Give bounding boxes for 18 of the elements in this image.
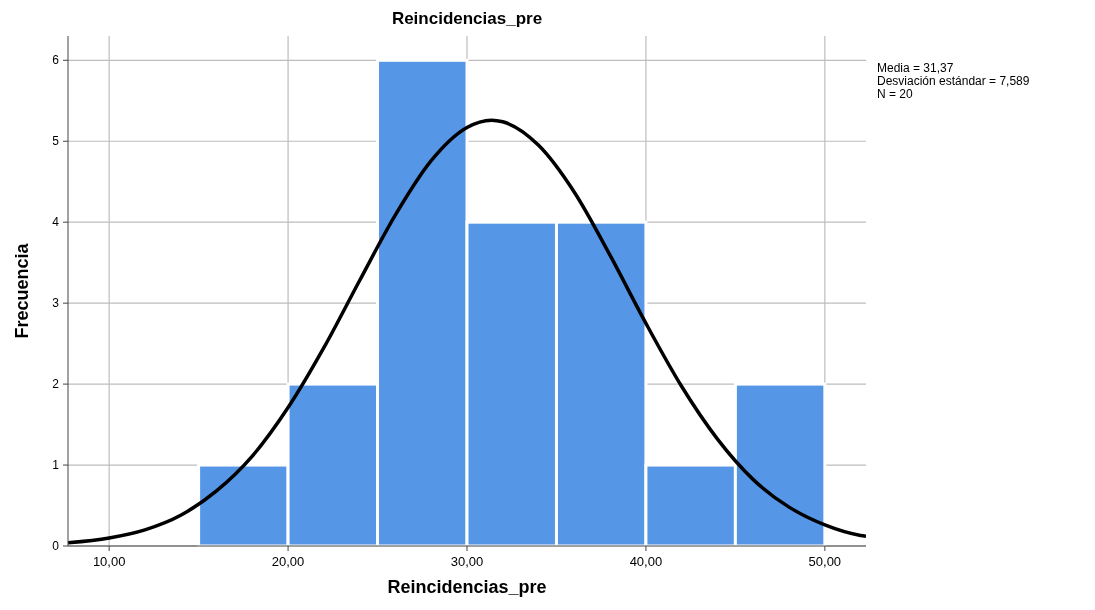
y-tick-label: 2 <box>52 377 60 392</box>
text: Desviación estándar = 7,589 <box>877 74 1030 88</box>
text: N = 20 <box>877 87 914 101</box>
x-tick-label: 10,00 <box>92 554 126 569</box>
y-tick-label: 1 <box>52 458 60 473</box>
x-tick-label: 20,00 <box>271 554 305 569</box>
x-tick-label: 40,00 <box>629 554 663 569</box>
chart-title: Reincidencias_pre <box>391 9 543 28</box>
y-axis-title: Frecuencia <box>12 242 32 339</box>
y-tick-label: 0 <box>52 539 60 554</box>
x-tick-label: 30,00 <box>450 554 484 569</box>
y-tick-label: 5 <box>52 134 60 149</box>
y-tick-label: 4 <box>52 215 60 230</box>
y-tick-label: 3 <box>52 296 60 311</box>
text: Media = 31,37 <box>877 61 954 75</box>
y-tick-label: 6 <box>52 53 60 68</box>
x-axis-title: Reincidencias_pre <box>387 577 547 597</box>
x-tick-label: 50,00 <box>808 554 842 569</box>
